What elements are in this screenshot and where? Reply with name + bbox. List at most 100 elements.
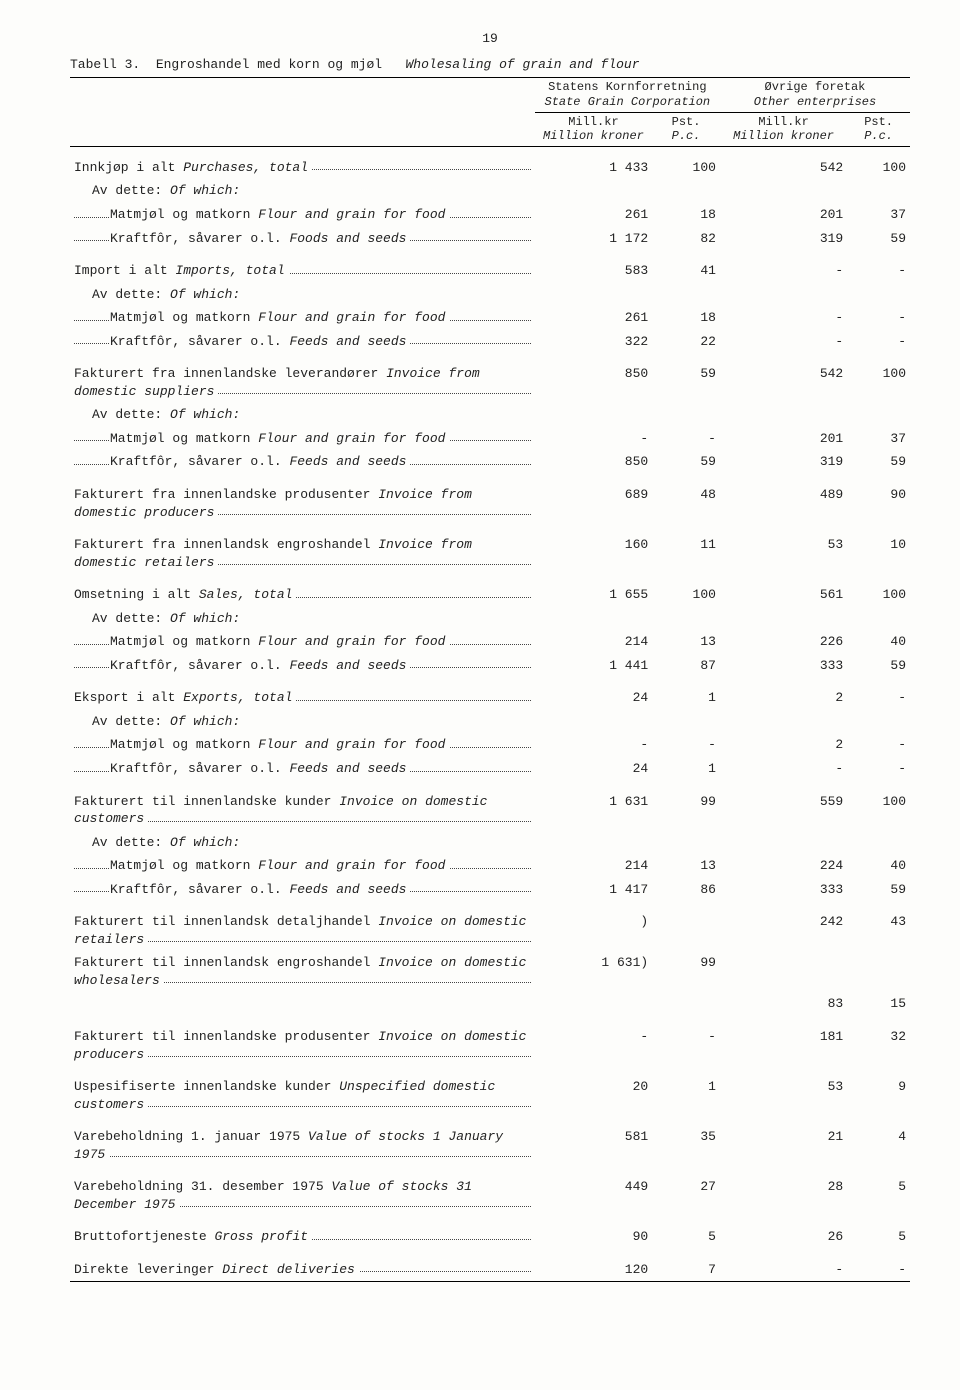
label-nb: Fakturert fra innenlandske produsenter xyxy=(74,487,378,502)
cell-value: 261 xyxy=(535,306,652,330)
cell-value: 542 xyxy=(720,353,847,403)
cell-value: 40 xyxy=(847,854,910,878)
cell-value xyxy=(535,179,652,203)
cell-value xyxy=(847,951,910,992)
label-en: Of which: xyxy=(170,287,240,302)
cell-value: 35 xyxy=(652,1116,720,1166)
label-en: Flour and grain for food xyxy=(258,737,445,752)
label-en: Exports, total xyxy=(183,690,292,705)
cell-value: 99 xyxy=(652,781,720,831)
cell-value: 2 xyxy=(720,677,847,710)
label-nb: Innkjøp i alt xyxy=(74,160,183,175)
cell-value: 13 xyxy=(652,854,720,878)
caption-en: Wholesaling of grain and flour xyxy=(405,57,639,72)
label-en: Feeds and seeds xyxy=(289,454,406,469)
label-nb: Fakturert til innenlandske produsenter xyxy=(74,1029,378,1044)
data-table: Statens Kornforretning State Grain Corpo… xyxy=(70,77,910,1286)
table-row: Kraftfôr, såvarer o.l. Feeds and seeds 2… xyxy=(70,757,910,781)
cell-value: 9 xyxy=(847,1066,910,1116)
label-nb: Kraftfôr, såvarer o.l. xyxy=(110,658,289,673)
cell-value xyxy=(652,992,720,1016)
cell-value: 28 xyxy=(720,1166,847,1216)
cell-value: 850 xyxy=(535,450,652,474)
label-nb: Kraftfôr, såvarer o.l. xyxy=(110,334,289,349)
table-row: Fakturert fra innenlandsk engroshandel I… xyxy=(70,524,910,574)
row-label: Eksport i alt Exports, total xyxy=(70,677,535,710)
cell-value: 100 xyxy=(652,574,720,607)
cell-value: 1 172 xyxy=(535,227,652,251)
cell-value: 201 xyxy=(720,203,847,227)
cell-value xyxy=(535,992,652,1016)
cell-value: 59 xyxy=(847,654,910,678)
cell-value: 2 xyxy=(720,733,847,757)
cell-value: - xyxy=(847,733,910,757)
table-row: Av dette: Of which: xyxy=(70,831,910,855)
cell-value: 449 xyxy=(535,1166,652,1216)
cell-value: 53 xyxy=(720,1066,847,1116)
cell-value: 1 631) xyxy=(535,951,652,992)
label-nb: Bruttofortjeneste xyxy=(74,1229,214,1244)
row-label: Fakturert til innenlandsk detaljhandel I… xyxy=(70,901,535,951)
row-label: Varebeholdning 31. desember 1975 Value o… xyxy=(70,1166,535,1216)
cell-value: 59 xyxy=(652,353,720,403)
table-row: Fakturert til innenlandske produsenter I… xyxy=(70,1016,910,1066)
label-en: Gross profit xyxy=(214,1229,308,1244)
cell-value: ) xyxy=(535,901,652,951)
row-label: Fakturert fra innenlandske leverandører … xyxy=(70,353,535,403)
cell-value: - xyxy=(847,250,910,283)
table-row: Kraftfôr, såvarer o.l. Feeds and seeds 8… xyxy=(70,450,910,474)
cell-value xyxy=(720,283,847,307)
cell-value: 83 xyxy=(720,992,847,1016)
label-nb: Kraftfôr, såvarer o.l. xyxy=(110,454,289,469)
table-row: Import i alt Imports, total 58341-- xyxy=(70,250,910,283)
label-nb: Av dette: xyxy=(92,835,170,850)
row-label: Av dette: Of which: xyxy=(70,831,535,855)
label-nb: Varebeholdning 1. januar 1975 xyxy=(74,1129,308,1144)
cell-value xyxy=(652,179,720,203)
cell-value: 100 xyxy=(847,146,910,179)
cell-value: 10 xyxy=(847,524,910,574)
cell-value: 242 xyxy=(720,901,847,951)
cell-value xyxy=(847,831,910,855)
cell-value xyxy=(720,179,847,203)
table-row: Kraftfôr, såvarer o.l. Feeds and seeds 3… xyxy=(70,330,910,354)
row-label: Fakturert fra innenlandske produsenter I… xyxy=(70,474,535,524)
cell-value: 48 xyxy=(652,474,720,524)
cell-value: 82 xyxy=(652,227,720,251)
cell-value: 100 xyxy=(847,574,910,607)
cell-value: 24 xyxy=(535,677,652,710)
table-row: Fakturert til innenlandsk engroshandel I… xyxy=(70,951,910,992)
cell-value: 40 xyxy=(847,630,910,654)
label-en: Sales, total xyxy=(199,587,293,602)
table-row: Matmjøl og matkorn Flour and grain for f… xyxy=(70,203,910,227)
cell-value: 1 xyxy=(652,757,720,781)
table-row: Matmjøl og matkorn Flour and grain for f… xyxy=(70,427,910,451)
table-row: Av dette: Of which: xyxy=(70,283,910,307)
cell-value: 1 xyxy=(652,677,720,710)
label-nb: Kraftfôr, såvarer o.l. xyxy=(110,761,289,776)
cell-value xyxy=(652,403,720,427)
cell-value: - xyxy=(652,427,720,451)
cell-value: 181 xyxy=(720,1016,847,1066)
cell-value: 583 xyxy=(535,250,652,283)
cell-value: 1 433 xyxy=(535,146,652,179)
cell-value: 559 xyxy=(720,781,847,831)
row-label: Kraftfôr, såvarer o.l. Feeds and seeds xyxy=(70,757,535,781)
cell-value: 100 xyxy=(847,781,910,831)
table-row: Av dette: Of which: xyxy=(70,403,910,427)
table-row: Av dette: Of which: xyxy=(70,710,910,734)
cell-value: 542 xyxy=(720,146,847,179)
table-row: Matmjøl og matkorn Flour and grain for f… xyxy=(70,630,910,654)
table-row: Fakturert til innenlandsk detaljhandel I… xyxy=(70,901,910,951)
cell-value: 37 xyxy=(847,427,910,451)
cell-value: 214 xyxy=(535,630,652,654)
cell-value: 43 xyxy=(847,901,910,951)
label-nb: Import i alt xyxy=(74,263,175,278)
label-nb: Av dette: xyxy=(92,183,170,198)
table-row: Varebeholdning 31. desember 1975 Value o… xyxy=(70,1166,910,1216)
label-en: Of which: xyxy=(170,835,240,850)
cell-value: 53 xyxy=(720,524,847,574)
cell-value xyxy=(847,607,910,631)
table-row: Varebeholdning 1. januar 1975 Value of s… xyxy=(70,1116,910,1166)
cell-value xyxy=(720,403,847,427)
